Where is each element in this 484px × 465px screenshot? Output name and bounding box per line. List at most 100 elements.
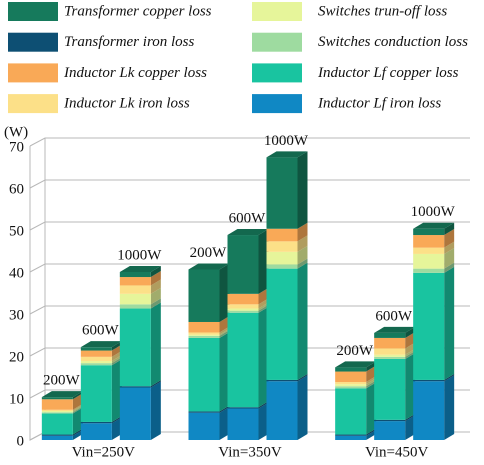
bar-segment [227, 408, 259, 440]
bar-side [219, 405, 230, 413]
bar-side [366, 429, 377, 440]
bar-side [150, 380, 161, 388]
bar-segment [80, 361, 112, 364]
bar-label: 1000W [411, 204, 456, 220]
bar-side [405, 352, 416, 420]
legend-label: Inductor Lf copper loss [317, 65, 459, 81]
bar-side [111, 357, 122, 366]
bar-side [219, 263, 230, 322]
bar-top [335, 361, 377, 368]
bar-side [150, 279, 161, 294]
bar-side [258, 287, 269, 305]
bar-segment [41, 409, 73, 412]
legend-swatch [252, 63, 302, 83]
bar-side [297, 245, 308, 265]
grid-line [29, 305, 470, 315]
bar-segment [335, 386, 367, 389]
bar-side [72, 429, 83, 440]
y-axis-label: (W) [4, 124, 28, 140]
bar-side [297, 262, 308, 380]
bar-segment [80, 365, 112, 422]
legend-label: Inductor Lk copper loss [63, 65, 207, 81]
bar-side [72, 405, 83, 413]
bar-side [150, 302, 161, 387]
bar-side [405, 326, 416, 338]
bar-segment [335, 384, 367, 387]
bar-side [297, 258, 308, 269]
bar-side [111, 359, 122, 422]
bar-segment [119, 304, 151, 309]
group-label: Vin=250V [72, 444, 136, 460]
grid-line [29, 347, 470, 357]
bar-side [219, 406, 230, 440]
bar-segment [41, 412, 73, 414]
bar-segment [374, 356, 406, 359]
bar-segment [266, 379, 298, 382]
bar-side [150, 287, 161, 305]
bar-segment [188, 412, 220, 440]
bar-side [444, 262, 455, 273]
bar-top [374, 326, 416, 333]
bar-segment [374, 337, 406, 349]
bar-side [366, 361, 377, 372]
bar-side [366, 376, 377, 385]
y-tick-label: 10 [9, 391, 24, 407]
bar-segment [227, 304, 259, 309]
bar-segment [266, 157, 298, 229]
bar-segment [266, 268, 298, 380]
bar-segment [413, 247, 445, 254]
bar-segment [413, 381, 445, 440]
legend-swatch [8, 94, 58, 114]
bar-side [72, 428, 83, 436]
bar-segment [227, 407, 259, 409]
legend-label: Transformer copper loss [64, 3, 212, 19]
bar-side [405, 350, 416, 359]
bar-segment [374, 348, 406, 355]
bar-side [297, 235, 308, 252]
bar-label: 600W [82, 323, 120, 339]
bar-segment [227, 310, 259, 313]
bar-side [297, 222, 308, 242]
bar-side [72, 403, 83, 412]
bar-side [366, 378, 377, 387]
bar-side [444, 241, 455, 254]
bar-segment [188, 411, 220, 413]
bar-side [258, 302, 269, 311]
bar-top [266, 151, 308, 158]
bar-label: 200W [336, 343, 374, 359]
bar-segment [374, 358, 406, 420]
bar-segment [335, 388, 367, 435]
bar-side [366, 380, 377, 389]
grid-line [29, 137, 470, 147]
bar-side [405, 413, 416, 422]
bar-side [111, 355, 122, 364]
legend-label: Switches conduction loss [318, 34, 468, 50]
bar-side [111, 350, 122, 362]
bar-segment [335, 382, 367, 385]
legend-label: Inductor Lk iron loss [63, 96, 190, 112]
bar-segment [335, 434, 367, 436]
bar-segment [266, 228, 298, 242]
bar-segment [413, 379, 445, 382]
bar-side [297, 373, 308, 382]
bar-side [219, 331, 230, 412]
bar-segment [41, 411, 73, 413]
bar-top [80, 341, 122, 348]
bar-side [258, 229, 269, 294]
bar-side [258, 401, 269, 409]
bar-side [258, 402, 269, 440]
grid-line [29, 179, 470, 189]
bar-side [219, 328, 230, 336]
bar-segment [119, 308, 151, 387]
bar-segment [80, 421, 112, 424]
bar-segment [41, 434, 73, 436]
bar-label: 600W [229, 210, 267, 226]
y-tick-label: 40 [9, 265, 24, 281]
grid-line [29, 221, 470, 231]
bar-segment [227, 308, 259, 311]
bar-segment [335, 367, 367, 372]
bar-segment [413, 253, 445, 269]
bar-side [366, 382, 377, 435]
legend-swatch [8, 2, 58, 21]
bar-side [219, 315, 230, 333]
